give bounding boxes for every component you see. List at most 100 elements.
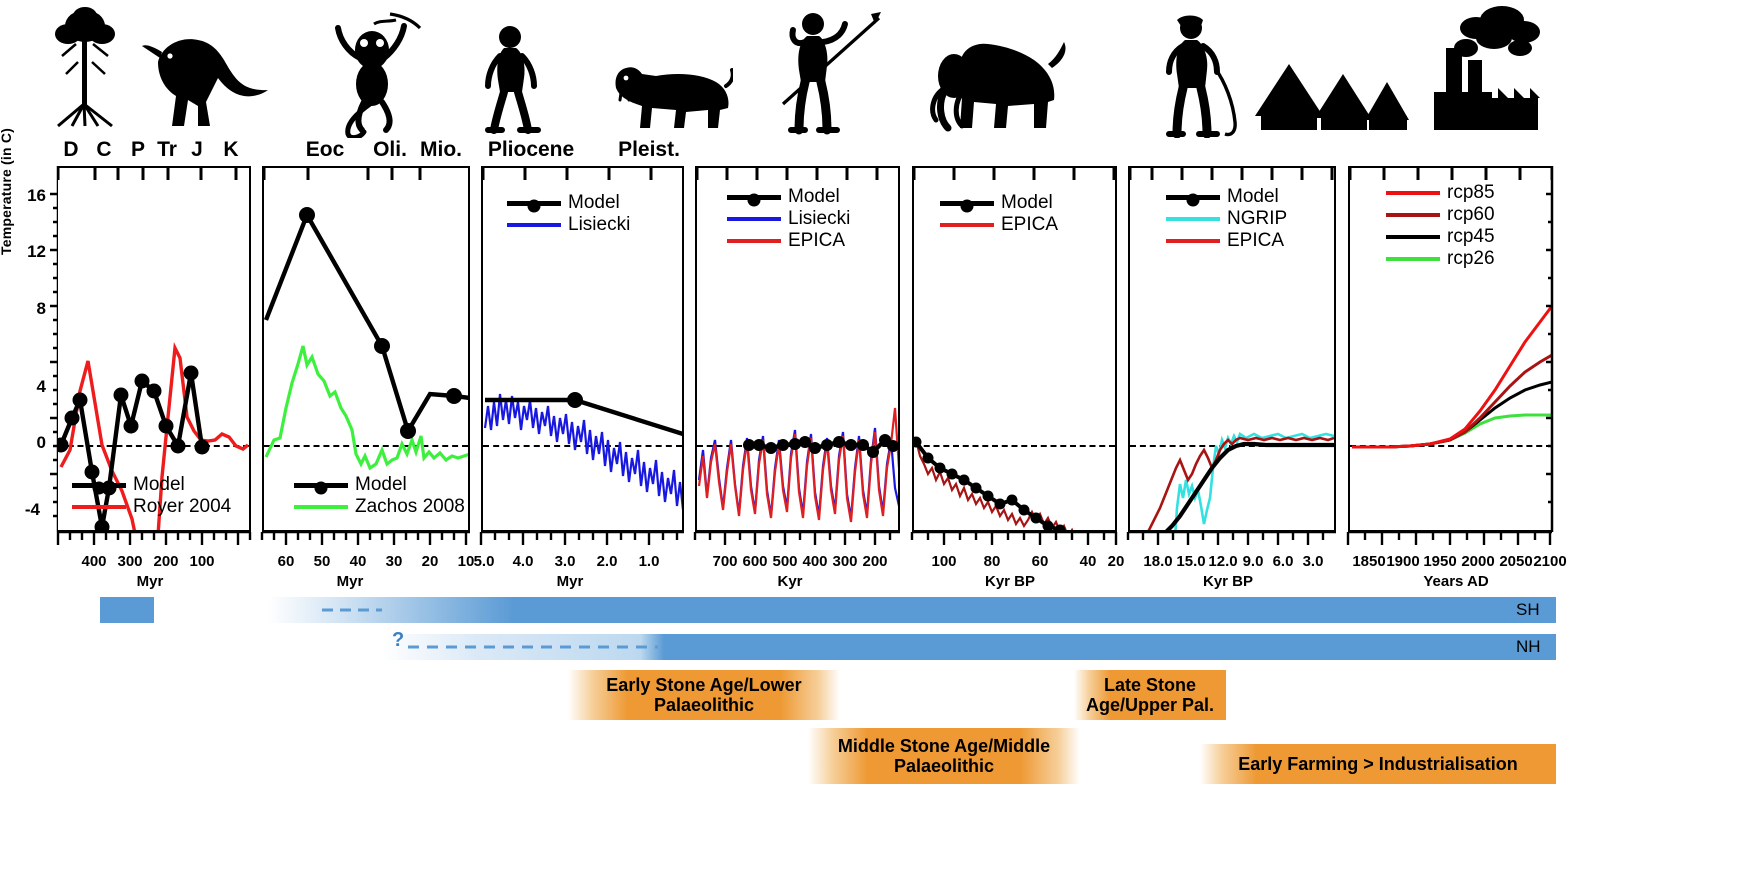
legend-line bbox=[294, 481, 348, 494]
nh-bar-label: NH bbox=[1516, 637, 1541, 656]
y-axis-title: Temperature (in C) bbox=[0, 127, 14, 255]
xtick-p2-10: 10 bbox=[457, 553, 475, 570]
xtick-p4-600: 600 bbox=[742, 553, 768, 570]
nh-bar-main bbox=[382, 634, 1556, 660]
xtick-p3-40: 4.0 bbox=[512, 553, 534, 570]
xtick-p3-50: 5.0 bbox=[473, 553, 495, 570]
culture-bar-early-farming: Early Farming > Industrialisation bbox=[1200, 744, 1556, 784]
xtitle-p6: Kyr BP bbox=[1202, 573, 1254, 590]
factory-icon bbox=[1434, 6, 1540, 130]
epoch-label-K: K bbox=[223, 138, 239, 161]
epoch-label-D: D bbox=[63, 138, 79, 161]
xtick-p4-200: 200 bbox=[862, 553, 888, 570]
legend-item: rcp26 bbox=[1386, 248, 1495, 270]
farmer-icon bbox=[1166, 15, 1237, 138]
legend-item: EPICA bbox=[727, 230, 850, 252]
legend-item: EPICA bbox=[1166, 230, 1287, 252]
legend-line bbox=[1386, 213, 1440, 217]
xtick-p6-3: 3.0 bbox=[1302, 553, 1324, 570]
xtick-p7-1900: 1900 bbox=[1386, 553, 1420, 570]
legend-line bbox=[727, 239, 781, 243]
xtick-p7-1850: 1850 bbox=[1352, 553, 1386, 570]
legend-cenozoic: Model Zachos 2008 bbox=[294, 474, 465, 518]
legend-label: rcp45 bbox=[1447, 226, 1495, 247]
xtick-p1-200: 200 bbox=[153, 553, 179, 570]
legend-line bbox=[294, 505, 348, 509]
legend-item: Royer 2004 bbox=[72, 496, 231, 518]
xtick-p6-12: 12.0 bbox=[1208, 553, 1238, 570]
xtick-p3-10: 1.0 bbox=[638, 553, 660, 570]
epoch-label-C: C bbox=[96, 138, 112, 161]
legend-pliocene: Model Lisiecki bbox=[507, 192, 630, 236]
legend-item: rcp45 bbox=[1386, 226, 1495, 248]
legend-label: Model bbox=[788, 186, 840, 207]
legend-item: Lisiecki bbox=[507, 214, 630, 236]
legend-marker bbox=[314, 481, 328, 494]
x-axis-rulers bbox=[56, 532, 1552, 545]
xtick-p4-500: 500 bbox=[772, 553, 798, 570]
xtick-p3-20: 2.0 bbox=[596, 553, 618, 570]
xtick-p2-30: 30 bbox=[385, 553, 403, 570]
xtick-p5-100: 100 bbox=[931, 553, 957, 570]
legend-label: rcp26 bbox=[1447, 248, 1495, 269]
legend-lastglacial: Model EPICA bbox=[940, 192, 1058, 236]
xtick-p2-40: 40 bbox=[349, 553, 367, 570]
xtick-p4-700: 700 bbox=[712, 553, 738, 570]
panel-future: rcp85 rcp60 rcp45 rcp26 bbox=[1348, 166, 1552, 532]
huts-icon bbox=[1255, 64, 1409, 130]
xtick-p5-20: 20 bbox=[1107, 553, 1125, 570]
legend-item: Model bbox=[294, 474, 465, 496]
legend-item: Model bbox=[507, 192, 630, 214]
legend-line bbox=[727, 217, 781, 221]
legend-label: Model bbox=[568, 192, 620, 213]
xtitle-p1: Myr bbox=[136, 573, 164, 590]
legend-label: Model bbox=[133, 474, 185, 495]
y-tick-8: 8 bbox=[36, 299, 46, 318]
panel-pleistocene: Model Lisiecki EPICA bbox=[695, 166, 900, 532]
sh-bar-label: SH bbox=[1516, 600, 1540, 619]
xtick-p5-40: 40 bbox=[1079, 553, 1097, 570]
legend-line bbox=[507, 223, 561, 227]
panel-pliocene: Model Lisiecki bbox=[481, 166, 684, 532]
legend-marker bbox=[92, 481, 106, 494]
xtitle-p3: Myr bbox=[556, 573, 584, 590]
nh-bar-dashes bbox=[408, 645, 658, 649]
hominid-icon bbox=[485, 26, 541, 134]
right-axis-spine bbox=[1546, 166, 1554, 532]
legend-line bbox=[1166, 239, 1220, 243]
epoch-label-Eoc: Eoc bbox=[305, 138, 345, 161]
legend-label: EPICA bbox=[1001, 214, 1059, 235]
xtick-p1-300: 300 bbox=[117, 553, 143, 570]
legend-label: rcp60 bbox=[1447, 204, 1495, 225]
culture-bar-early-stone-age: Early Stone Age/Lower Palaeolithic bbox=[568, 670, 840, 720]
xtick-p7-2100: 2100 bbox=[1533, 553, 1567, 570]
legend-label: Zachos 2008 bbox=[355, 496, 465, 517]
sh-bar-segment bbox=[100, 597, 154, 623]
legend-label: Lisiecki bbox=[788, 208, 851, 229]
primate-icon bbox=[335, 12, 422, 138]
xtick-p2-50: 50 bbox=[313, 553, 331, 570]
zero-line bbox=[483, 445, 682, 447]
legend-pleistocene: Model Lisiecki EPICA bbox=[727, 186, 850, 252]
y-tick-16: 16 bbox=[27, 186, 46, 205]
legend-item: Lisiecki bbox=[727, 208, 850, 230]
legend-line bbox=[1166, 193, 1220, 206]
xtick-p6-9: 9.0 bbox=[1242, 553, 1264, 570]
epoch-label-Tr: Tr bbox=[157, 138, 177, 161]
xtick-p1-400: 400 bbox=[81, 553, 107, 570]
xtick-p2-60: 60 bbox=[277, 553, 295, 570]
legend-line bbox=[507, 199, 561, 212]
xtitle-p4: Kyr bbox=[777, 573, 803, 590]
legend-item: Model bbox=[727, 186, 850, 208]
xtick-p6-15: 15.0 bbox=[1176, 553, 1206, 570]
y-tick-4: 4 bbox=[36, 377, 46, 396]
panel-lastglacial: Model EPICA bbox=[912, 166, 1117, 532]
xtick-p2-20: 20 bbox=[421, 553, 439, 570]
xtick-p1-100: 100 bbox=[189, 553, 215, 570]
xtick-p7-2000: 2000 bbox=[1461, 553, 1495, 570]
legend-line bbox=[940, 199, 994, 212]
xtick-p5-60: 60 bbox=[1031, 553, 1049, 570]
legend-item: Model bbox=[1166, 186, 1287, 208]
zero-line bbox=[58, 445, 249, 447]
xtick-p3-30: 3.0 bbox=[554, 553, 576, 570]
